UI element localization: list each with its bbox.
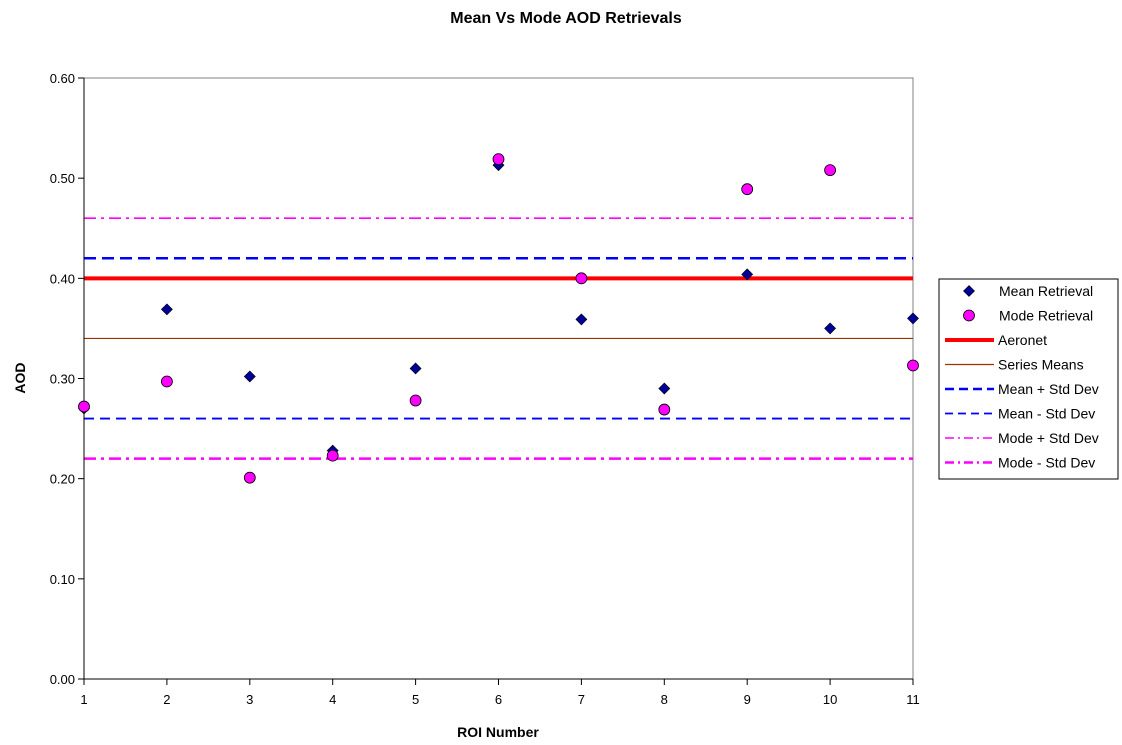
mean-retrieval-point	[907, 312, 919, 325]
legend-label-aeronet: Aeronet	[998, 332, 1047, 348]
legend-label-mode-std-dev: Mode + Std Dev	[998, 430, 1099, 446]
mode-retrieval-point	[575, 272, 588, 285]
mode-retrieval-point	[741, 183, 754, 196]
mean-retrieval-point	[658, 382, 671, 395]
legend-label-mode-retrieval: Mode Retrieval	[999, 308, 1093, 324]
x-tick-label: 3	[246, 692, 253, 707]
mode-retrieval-point	[326, 449, 339, 462]
y-tick-label: 0.00	[50, 672, 75, 687]
y-axis-label: AOD	[12, 362, 28, 393]
x-tick-label: 7	[578, 692, 585, 707]
legend-swatch-mean-retrieval	[963, 285, 975, 297]
x-tick-label: 10	[823, 692, 837, 707]
chart-title: Mean Vs Mode AOD Retrievals	[450, 10, 682, 27]
mean-retrieval-point	[741, 268, 754, 281]
x-tick-label: 8	[661, 692, 668, 707]
x-tick-label: 11	[906, 692, 920, 707]
mean-retrieval-point	[243, 370, 256, 383]
mean-retrieval-point	[409, 362, 422, 375]
x-tick-label: 5	[412, 692, 419, 707]
x-tick-label: 2	[163, 692, 170, 707]
y-tick-label: 0.30	[50, 372, 75, 387]
mode-retrieval-point	[243, 471, 256, 484]
y-tick-label: 0.20	[50, 472, 75, 487]
reference-lines	[84, 217, 913, 460]
y-tick-label: 0.40	[50, 271, 75, 286]
legend-label-mode-std-dev: Mode - Std Dev	[998, 455, 1095, 471]
x-axis-label: ROI Number	[457, 724, 539, 740]
legend-swatch-mode-retrieval	[963, 309, 975, 322]
x-tick-label: 9	[744, 692, 751, 707]
mean-retrieval-point	[575, 313, 588, 326]
y-tick-label: 0.50	[50, 171, 75, 186]
legend-label-mean-std-dev: Mean + Std Dev	[998, 381, 1099, 397]
mode-retrieval-point	[78, 400, 90, 413]
legend-label-mean-retrieval: Mean Retrieval	[999, 283, 1093, 299]
y-tick-label: 0.60	[50, 71, 75, 86]
legend-box	[938, 278, 1119, 480]
mode-retrieval-point	[907, 359, 919, 372]
legend-label-series-means: Series Means	[998, 357, 1084, 373]
data-points	[78, 153, 919, 484]
x-tick-label: 4	[329, 692, 336, 707]
axes: 0.00 0.10 0.20 0.30 0.40 0.50 0.60 1 2 3 4 5 6 7 8 9 10 1…	[50, 71, 920, 707]
legend-label-mean-std-dev: Mean - Std Dev	[998, 406, 1095, 422]
mode-retrieval-point	[824, 164, 836, 177]
x-tick-label: 6	[495, 692, 502, 707]
mode-retrieval-point	[492, 153, 505, 166]
mean-retrieval-point	[160, 303, 173, 316]
mode-retrieval-point	[658, 403, 671, 416]
x-tick-label: 1	[80, 692, 87, 707]
mode-retrieval-point	[409, 394, 422, 407]
mean-retrieval-point	[824, 322, 837, 335]
legend: Mean Retrieval Mode Retrieval Aeronet Serie…	[938, 278, 1119, 480]
y-tick-label: 0.10	[50, 572, 75, 587]
mode-retrieval-point	[160, 375, 173, 388]
